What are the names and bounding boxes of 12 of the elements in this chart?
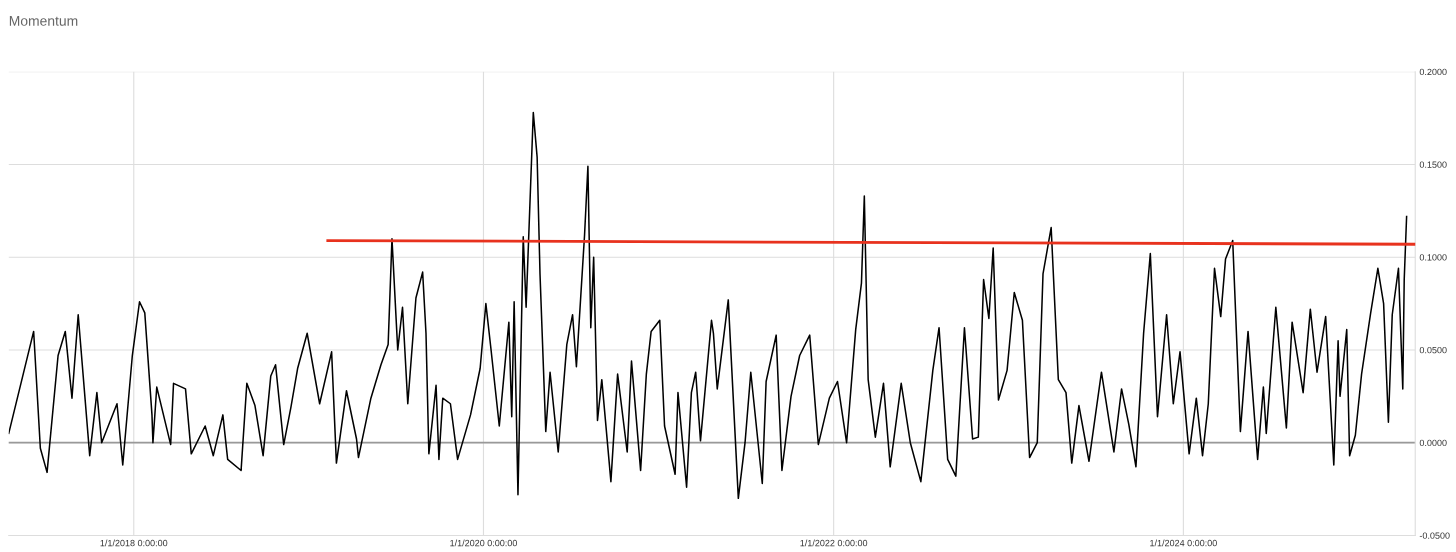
y-tick-label: 0.0000 xyxy=(1419,439,1447,447)
line-series xyxy=(8,111,1408,500)
x-tick-label: 1/1/2020 0:00:00 xyxy=(450,539,518,547)
y-tick-label: -0.0500 xyxy=(1419,532,1450,539)
x-tick-label: 1/1/2022 0:00:00 xyxy=(800,539,868,547)
y-tick-label: 0.2000 xyxy=(1419,68,1447,76)
x-tick-label: 1/1/2018 0:00:00 xyxy=(100,539,168,547)
y-tick-label: 0.1500 xyxy=(1419,161,1447,168)
y-tick-label: 0.0500 xyxy=(1419,346,1447,354)
x-tick-label: 1/1/2024 0:00:00 xyxy=(1150,539,1217,547)
y-tick-label: 0.1000 xyxy=(1419,254,1447,261)
chart-title: Momentum xyxy=(9,16,78,26)
